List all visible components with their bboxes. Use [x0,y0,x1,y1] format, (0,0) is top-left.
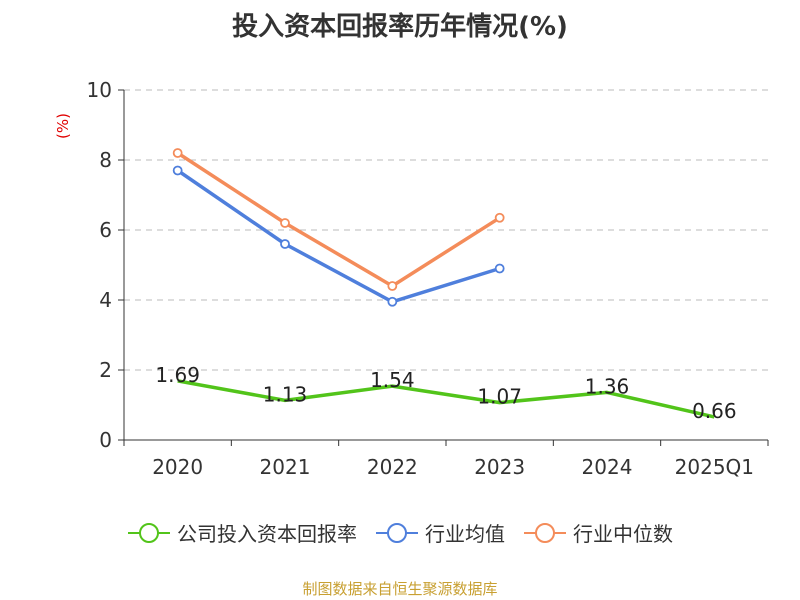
data-point [387,281,398,291]
data-label: 1.07 [477,385,522,409]
legend-item[interactable]: 行业均值 [375,518,505,547]
data-point [172,165,183,176]
series-line-2 [176,151,501,288]
y-tick-label: 0 [99,428,112,452]
y-tick-label: 4 [99,288,112,312]
data-point [387,296,398,307]
legend-line-circle-icon [376,522,418,543]
data-point [280,239,290,249]
series-line-1 [176,169,501,304]
legend-item[interactable]: 公司投入资本回报率 [127,518,357,547]
data-label: 1.13 [263,382,308,406]
data-point [494,263,505,274]
y-axis-label: (%) [54,113,72,139]
data-label: 1.69 [155,363,200,387]
y-tick-label: 2 [99,358,112,382]
series-lines [172,148,715,419]
y-tick-label: 10 [87,78,112,102]
legend: 公司投入资本回报率 行业均值 行业中位数 [0,518,800,547]
legend-label: 行业中位数 [573,522,673,546]
x-tick-label: 2021 [260,455,311,479]
data-point [172,148,183,158]
legend-item[interactable]: 行业中位数 [523,518,673,547]
data-point [280,218,290,228]
gridlines [124,89,768,371]
data-point [494,212,505,223]
series-line-0 [177,379,715,419]
y-tick-label: 8 [99,148,112,172]
chart-title: 投入资本回报率历年情况(%) [232,12,568,42]
x-tick-label: 2025Q1 [675,455,754,479]
y-tick-label: 6 [99,218,112,242]
source-note: 制图数据来自恒生聚源数据库 [302,580,498,598]
data-label: 1.36 [585,374,630,398]
legend-line-circle-icon [524,522,566,543]
x-tick-label: 2020 [152,455,203,479]
data-label: 0.66 [692,399,737,423]
data-label: 1.54 [370,368,415,392]
legend-line-circle-icon [128,522,170,543]
x-tick-label: 2024 [582,455,633,479]
x-tick-label: 2023 [474,455,525,479]
axes: 0 2 4 6 8 10 (%) 2020 2021 2022 2023 2024 2025Q1 [54,78,769,479]
legend-label: 公司投入资本回报率 [177,522,357,546]
x-tick-label: 2022 [367,455,418,479]
legend-label: 行业均值 [425,522,505,546]
data-labels: 1.69 1.13 1.54 1.07 1.36 0.66 [155,363,736,423]
